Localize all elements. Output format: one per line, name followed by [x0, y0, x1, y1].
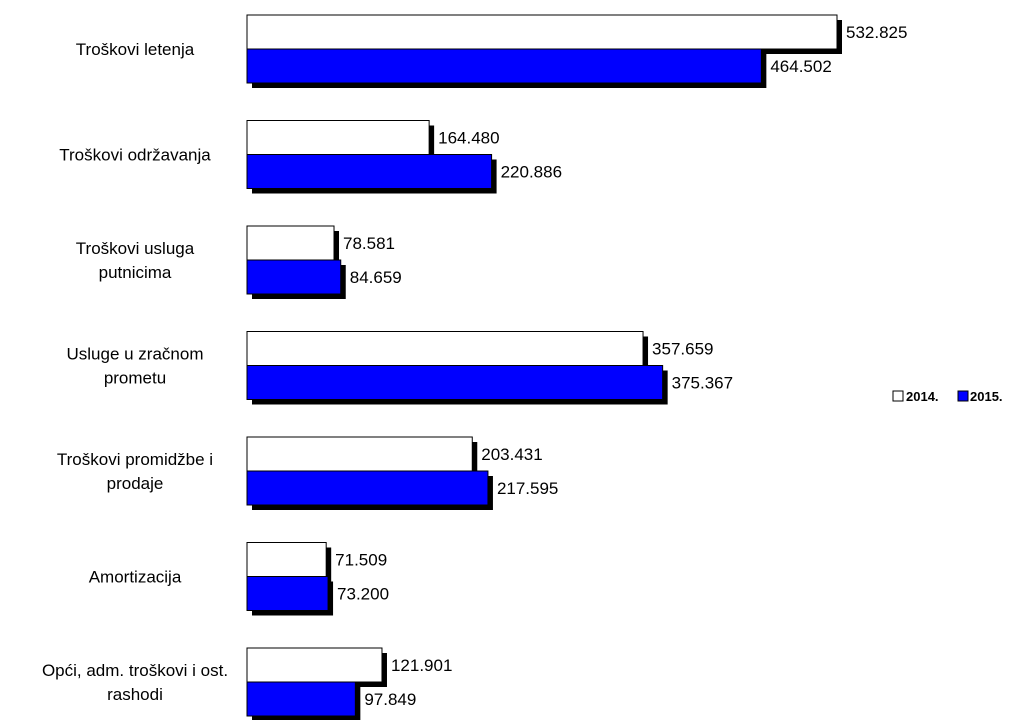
bar-2015-1: [246, 154, 493, 189]
category-label-line: Troškovi usluga: [76, 239, 195, 258]
bar-2015-3: [246, 365, 664, 400]
bar-2015-2: [246, 259, 342, 295]
value-label-2015-1: 220.886: [501, 163, 562, 182]
category-label-2: Troškovi usluga putnicima: [76, 239, 195, 282]
category-label-line: Opći, adm. troškovi i ost.: [42, 661, 228, 680]
bar-2015-6: [246, 681, 356, 717]
bar-2014-1: [246, 120, 430, 155]
labels-layer: 532.825 464.502 Troškovi letenja 164.480220…: [42, 23, 908, 709]
category-label-line: Troškovi održavanja: [59, 146, 211, 165]
legend-swatch-2014: [892, 390, 904, 402]
value-label-2014-5: 71.509: [335, 551, 387, 570]
value-label-2014-2: 78.581: [343, 234, 395, 253]
category-label-line: Troškovi letenja: [76, 40, 195, 59]
category-label-5: Amortizacija: [89, 568, 182, 587]
category-label-3: Usluge u zračnom prometu: [66, 345, 203, 388]
bar-2015-0: [246, 48, 762, 84]
category-label-6: Opći, adm. troškovi i ost. rashodi: [42, 661, 228, 704]
value-label-2015-0: 464.502: [770, 57, 831, 76]
category-label-line: rashodi: [107, 685, 163, 704]
value-label-2015-2: 84.659: [350, 268, 402, 287]
category-label-line: Troškovi promidžbe i: [57, 450, 213, 469]
bar-2014-0: [246, 14, 838, 50]
category-label-1: Troškovi održavanja: [59, 146, 211, 165]
category-label-line: Amortizacija: [89, 568, 182, 587]
legend-label-2015: 2015.: [970, 389, 1003, 404]
bar-2014-2: [246, 225, 335, 261]
category-label-0: Troškovi letenja: [76, 40, 195, 59]
bar-2014-6: [246, 647, 383, 683]
value-label-2015-4: 217.595: [497, 479, 558, 498]
value-label-2015-3: 375.367: [672, 374, 733, 393]
value-label-2014-1: 164.480: [438, 129, 499, 148]
bar-2015-4: [246, 470, 489, 506]
category-label-line: putnicima: [99, 263, 172, 282]
value-label-2015-6: 97.849: [364, 690, 416, 709]
value-label-2014-3: 357.659: [652, 340, 713, 359]
bar-2014-4: [246, 436, 473, 472]
bar-2014-5: [246, 542, 327, 577]
legend-label-2014: 2014.: [906, 389, 939, 404]
category-label-line: Usluge u zračnom: [66, 345, 203, 364]
value-label-2014-6: 121.901: [391, 656, 452, 675]
value-label-2014-0: 532.825: [846, 23, 907, 42]
category-label-4: Troškovi promidžbe i prodaje: [57, 450, 213, 493]
bars-layer: [246, 14, 842, 720]
value-label-2014-4: 203.431: [481, 445, 542, 464]
legend-swatch-2015: [957, 390, 969, 402]
category-label-line: prodaje: [107, 474, 164, 493]
bar-2015-5: [246, 576, 329, 611]
bar-2014-3: [246, 331, 644, 366]
value-label-2015-5: 73.200: [337, 585, 389, 604]
category-label-line: prometu: [104, 369, 166, 388]
legend: 2014. 2015.: [892, 389, 1003, 404]
